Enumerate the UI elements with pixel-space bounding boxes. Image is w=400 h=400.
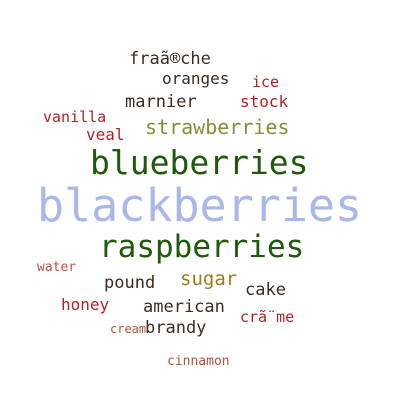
word-american: american [143,297,225,317]
word-water: water [37,260,77,275]
word-creme: crã¨me [240,308,295,326]
word-sugar: sugar [180,268,238,290]
word-blackberries: blackberries [37,179,363,232]
word-brandy: brandy [145,318,207,338]
word-vanilla: vanilla [43,108,107,126]
word-blueberries: blueberries [90,143,309,182]
word-veal: veal [86,125,125,144]
word-cake: cake [245,280,286,300]
word-strawberries: strawberries [145,115,290,139]
word-raspberries: raspberries [99,229,305,265]
word-pound: pound [104,273,156,293]
word-cream: cream [110,322,147,336]
word-cinnamon: cinnamon [167,354,230,369]
word-marnier: marnier [125,92,197,112]
word-oranges: oranges [162,69,230,88]
word-stock: stock [240,92,289,111]
word-fraiche: fraã®che [129,49,211,69]
word-ice: ice [252,73,280,91]
word-honey: honey [61,295,110,314]
